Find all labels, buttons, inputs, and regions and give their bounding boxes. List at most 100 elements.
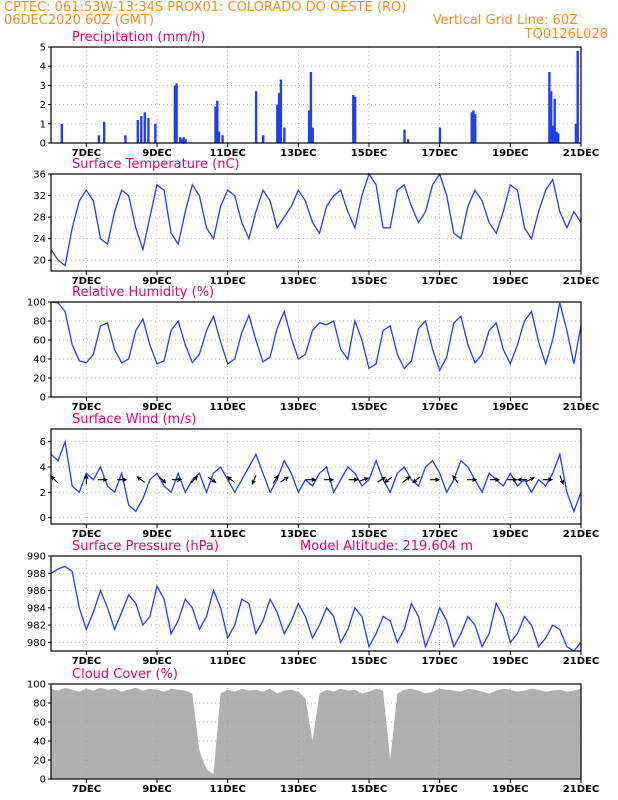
wind-ytick-label: 4 (40, 463, 46, 474)
precip-bar (184, 139, 187, 143)
rh-xtick-label: 19DEC (492, 402, 528, 413)
precip-ytick-label: 1 (40, 119, 46, 130)
precip-xtick-label: 17DEC (421, 148, 457, 159)
precip-bar (406, 139, 410, 143)
rh-frame (50, 301, 582, 398)
precip-bar (221, 135, 224, 143)
precip-bar (277, 93, 281, 143)
cloud-panel: Cloud Cover (%) 0 20 40 60 80 100 7DEC 9DEC 11DE… (27, 667, 599, 795)
header-location: CPTEC: 061:53W-13:34S PROX01: COLORADO D… (4, 0, 406, 15)
precip-xtick-label: 21DEC (563, 148, 599, 159)
wind-panel-title: Surface Wind (m/s) (72, 412, 196, 427)
precip-bar (438, 127, 442, 143)
precip-ytick-label: 0 (40, 139, 46, 150)
temp-ytick-label: 28 (33, 213, 46, 224)
wind-vector-arrow (377, 476, 387, 483)
rh-xtick-label: 17DEC (421, 402, 457, 413)
precip-panel: Precipitation (mm/h) 0 1 2 3 4 5 7DEC 9DEC 11DEC… (40, 30, 600, 159)
pressure-xtick-label: 11DEC (209, 656, 245, 667)
temp-series-line (50, 172, 582, 267)
precip-bar (352, 95, 355, 143)
wind-vector-arrow (429, 477, 441, 482)
cloud-xtick-label: 21DEC (563, 784, 599, 795)
precip-bar (574, 123, 578, 143)
pressure-ytick-label: 990 (27, 552, 46, 563)
pressure-xtick-label: 13DEC (280, 656, 316, 667)
precip-ytick-label: 3 (40, 81, 46, 92)
rh-ytick-label: 0 (40, 393, 46, 404)
pressure-ytick-label: 980 (27, 638, 46, 649)
precip-xtick-label: 15DEC (351, 148, 387, 159)
precip-bar (103, 121, 106, 143)
temp-frame (50, 173, 582, 272)
precip-bar (551, 125, 555, 143)
wind-vector-arrow (226, 476, 236, 483)
rh-panel-title: Relative Humidity (%) (72, 285, 214, 300)
rh-xtick-label: 13DEC (280, 402, 316, 413)
precip-ytick-label: 2 (40, 100, 46, 111)
precip-ytick-label: 4 (40, 62, 46, 73)
rh-xtick-label: 21DEC (563, 402, 599, 413)
cloud-ytick-label: 100 (27, 680, 46, 691)
pressure-xtick-label: 21DEC (563, 656, 599, 667)
wind-vector-arrow (412, 476, 421, 484)
precip-bar (276, 104, 279, 143)
precip-bar (553, 98, 556, 143)
temp-ytick-label: 32 (33, 191, 46, 202)
wind-vector-arrow (348, 477, 359, 482)
cloud-xtick-label: 13DEC (280, 784, 316, 795)
pressure-ytick-label: 986 (27, 586, 46, 597)
precip-bar (217, 131, 221, 143)
temp-xtick-label: 21DEC (563, 276, 599, 287)
wind-vector-arrow (84, 473, 89, 485)
wind-vector-arrow (516, 477, 528, 482)
temp-plot-area (51, 174, 581, 271)
cloud-xtick-label: 19DEC (492, 784, 528, 795)
rh-ytick-label: 80 (33, 317, 46, 328)
rh-plot: 0 20 40 60 80 100 7DEC 9DEC 11DEC 13DEC 15DEC 17DEC… (27, 298, 599, 414)
cloud-xtick-label: 11DEC (209, 784, 245, 795)
cloud-xtick-label: 15DEC (351, 784, 387, 795)
precip-bar (124, 135, 127, 143)
wind-ytick-label: 0 (40, 513, 46, 524)
precip-xtick-label: 11DEC (209, 148, 245, 159)
wind-vector-arrow (251, 475, 257, 485)
wind-vector-arrow (559, 475, 565, 485)
temp-xtick-label: 11DEC (209, 276, 245, 287)
header-run-date: 06DEC2020 60Z (GMT) (4, 13, 154, 28)
precip-frame (50, 46, 582, 144)
wind-xtick-label: 21DEC (563, 529, 599, 540)
pressure-ytick-label: 988 (27, 569, 46, 580)
precip-bar (182, 137, 185, 143)
precip-bar (550, 91, 553, 143)
cloud-ytick-label: 0 (40, 775, 46, 786)
pressure-ytick-label: 984 (27, 603, 46, 614)
precip-bar (279, 79, 283, 143)
wind-panel: Surface Wind (m/s) 0 2 4 6 7DEC 9DEC 11DEC 13DE… (40, 412, 600, 540)
precip-bar (180, 139, 184, 143)
wind-xtick-label: 19DEC (492, 529, 528, 540)
wind-xtick-label: 7DEC (72, 529, 101, 540)
precip-bar (254, 91, 258, 143)
wind-vector-arrow (136, 476, 146, 483)
precip-bar (143, 112, 146, 143)
temp-xtick-label: 13DEC (280, 276, 316, 287)
wind-frame (50, 428, 582, 525)
precip-bar (548, 72, 551, 143)
rh-panel: Relative Humidity (%) 0 20 40 60 80 100 7DEC 9D… (27, 285, 599, 413)
precip-plot: 0 1 2 3 4 5 7DEC 9DEC 11DEC 13DEC 15DEC 17DEC 19DEC 2… (40, 43, 600, 160)
pressure-panel: Surface Pressure (hPa) Model Altitude: 2… (27, 539, 599, 667)
wind-vector-arrow (383, 476, 393, 484)
rh-xtick-label: 11DEC (209, 402, 245, 413)
precip-bar (470, 112, 473, 143)
cloud-ytick-label: 60 (33, 718, 46, 729)
temp-xtick-label: 19DEC (492, 276, 528, 287)
cloud-panel-title: Cloud Cover (%) (72, 667, 178, 682)
rh-xtick-label: 9DEC (142, 402, 171, 413)
wind-xtick-label: 15DEC (351, 529, 387, 540)
precip-bar (97, 135, 101, 143)
cloud-xtick-label: 9DEC (142, 784, 171, 795)
precip-bar (154, 123, 157, 143)
wind-vector-arrow (525, 477, 535, 483)
temp-xtick-label: 17DEC (421, 276, 457, 287)
